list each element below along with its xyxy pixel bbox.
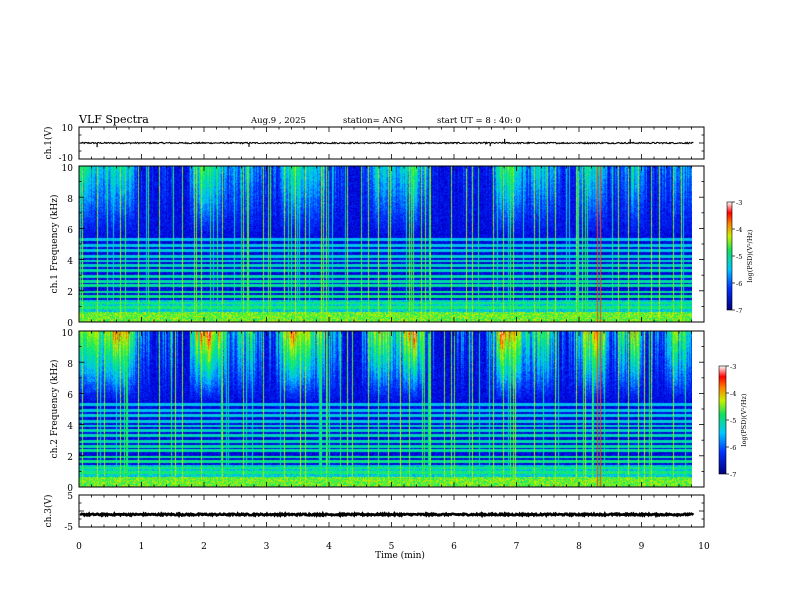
ch2-ytick-2: 2 [67, 453, 73, 463]
xtick-4: 4 [326, 542, 332, 552]
ch2-spectrogram-panel: 10 8 6 4 2 0 ch.2 Frequency (kHz) [49, 329, 705, 494]
ch2-colorbar-ticks [726, 365, 729, 475]
ch1-waveform-ylabel: ch.1(V) [43, 127, 54, 160]
ch2-spectrogram-image [79, 331, 692, 487]
ch2-cb-tick-m6: -6 [730, 444, 736, 452]
ch1-waveform-ticks [78, 126, 705, 160]
x-axis-label: Time (min) [375, 550, 425, 561]
ch3-waveform-ticks [78, 494, 705, 528]
waveform-line [79, 141, 694, 145]
xtick-10: 10 [698, 542, 710, 552]
ch2-colorbar-label: log(PSD)(V²/Hz) [740, 393, 748, 446]
xtick-5: 5 [389, 542, 395, 552]
ch2-ytick-4: 4 [67, 422, 73, 432]
ch2-cb-tick-m4: -4 [730, 390, 736, 398]
ch3-waveform-trace [79, 510, 695, 519]
xtick-0: 0 [76, 542, 82, 552]
ch2-cb-tick-m7: -7 [730, 471, 736, 479]
ch2-ytick-10: 10 [62, 329, 74, 339]
ch1-ytick-10: 10 [62, 164, 74, 174]
ch1-colorbar-label: log(PSD)(V²/Hz) [746, 229, 754, 282]
ch1-cb-tick-m3: -3 [736, 199, 742, 207]
ch1-ytick-8: 8 [67, 195, 73, 205]
xtick-7: 7 [514, 542, 520, 552]
figure-title: VLF Spectra [78, 113, 149, 126]
ch2-cb-tick-m5: -5 [730, 417, 736, 425]
waveform-line [79, 510, 695, 519]
ch2-colorbar-gradient [718, 365, 727, 475]
ch1-colorbar: -3 -4 -5 -6 -7 log(PSD)(V²/Hz) [726, 199, 754, 315]
ch1-spectrogram-image [79, 166, 692, 322]
ch1-ytick-bottom: -10 [59, 154, 74, 164]
ch1-ytick-6: 6 [67, 226, 73, 236]
ch3-waveform-ylabel: ch.3(V) [43, 495, 54, 528]
ch3-ytick-top: 5 [67, 492, 73, 502]
ch1-cb-tick-m6: -6 [736, 280, 742, 288]
ch1-colorbar-ticks [732, 201, 735, 311]
ch1-ytick-0: 0 [67, 319, 73, 329]
ch3-waveform-frame [78, 494, 705, 528]
xtick-3: 3 [264, 542, 270, 552]
ch3-ytick-bottom: -5 [64, 523, 73, 533]
ch2-colorbar: -3 -4 -5 -6 -7 log(PSD)(V²/Hz) [718, 363, 748, 479]
ch2-spectrogram-ticks [78, 330, 705, 488]
ch1-ytick-2: 2 [67, 288, 73, 298]
ch1-waveform-trace [79, 138, 694, 148]
ch1-ytick-4: 4 [67, 257, 73, 267]
ch2-spectrogram-ylabel: ch.2 Frequency (kHz) [49, 360, 60, 459]
ch1-waveform-panel: 10 -10 ch.1(V) [43, 124, 705, 164]
ch2-ytick-0: 0 [67, 484, 73, 494]
station-label: station= ANG [343, 116, 403, 126]
start-time-label: start UT = 8 : 40: 0 [437, 116, 521, 126]
ch2-cb-tick-m3: -3 [730, 363, 736, 371]
ch2-ytick-8: 8 [67, 360, 73, 370]
xtick-9: 9 [639, 542, 645, 552]
ch1-spectrogram-ylabel: ch.1 Frequency (kHz) [49, 195, 60, 294]
ch3-waveform-panel: 5 -5 ch.3(V) [43, 492, 705, 533]
x-axis: 0 1 2 3 4 5 6 7 8 9 10 Time (min) [76, 542, 710, 561]
ch1-spectrogram-ticks [78, 165, 705, 323]
ch1-cb-tick-m4: -4 [736, 226, 742, 234]
ch1-cb-tick-m5: -5 [736, 253, 742, 261]
date-label: Aug.9 , 2025 [250, 116, 306, 126]
xtick-1: 1 [139, 542, 145, 552]
ch1-spectrogram-panel: 10 8 6 4 2 0 ch.1 Frequency (kHz) [49, 164, 705, 329]
xtick-8: 8 [576, 542, 582, 552]
ch1-cb-tick-m7: -7 [736, 307, 742, 315]
ch2-ytick-6: 6 [67, 391, 73, 401]
ch1-colorbar-gradient [726, 201, 733, 311]
xtick-2: 2 [201, 542, 207, 552]
ch1-ytick-top: 10 [62, 124, 74, 134]
xtick-6: 6 [451, 542, 457, 552]
